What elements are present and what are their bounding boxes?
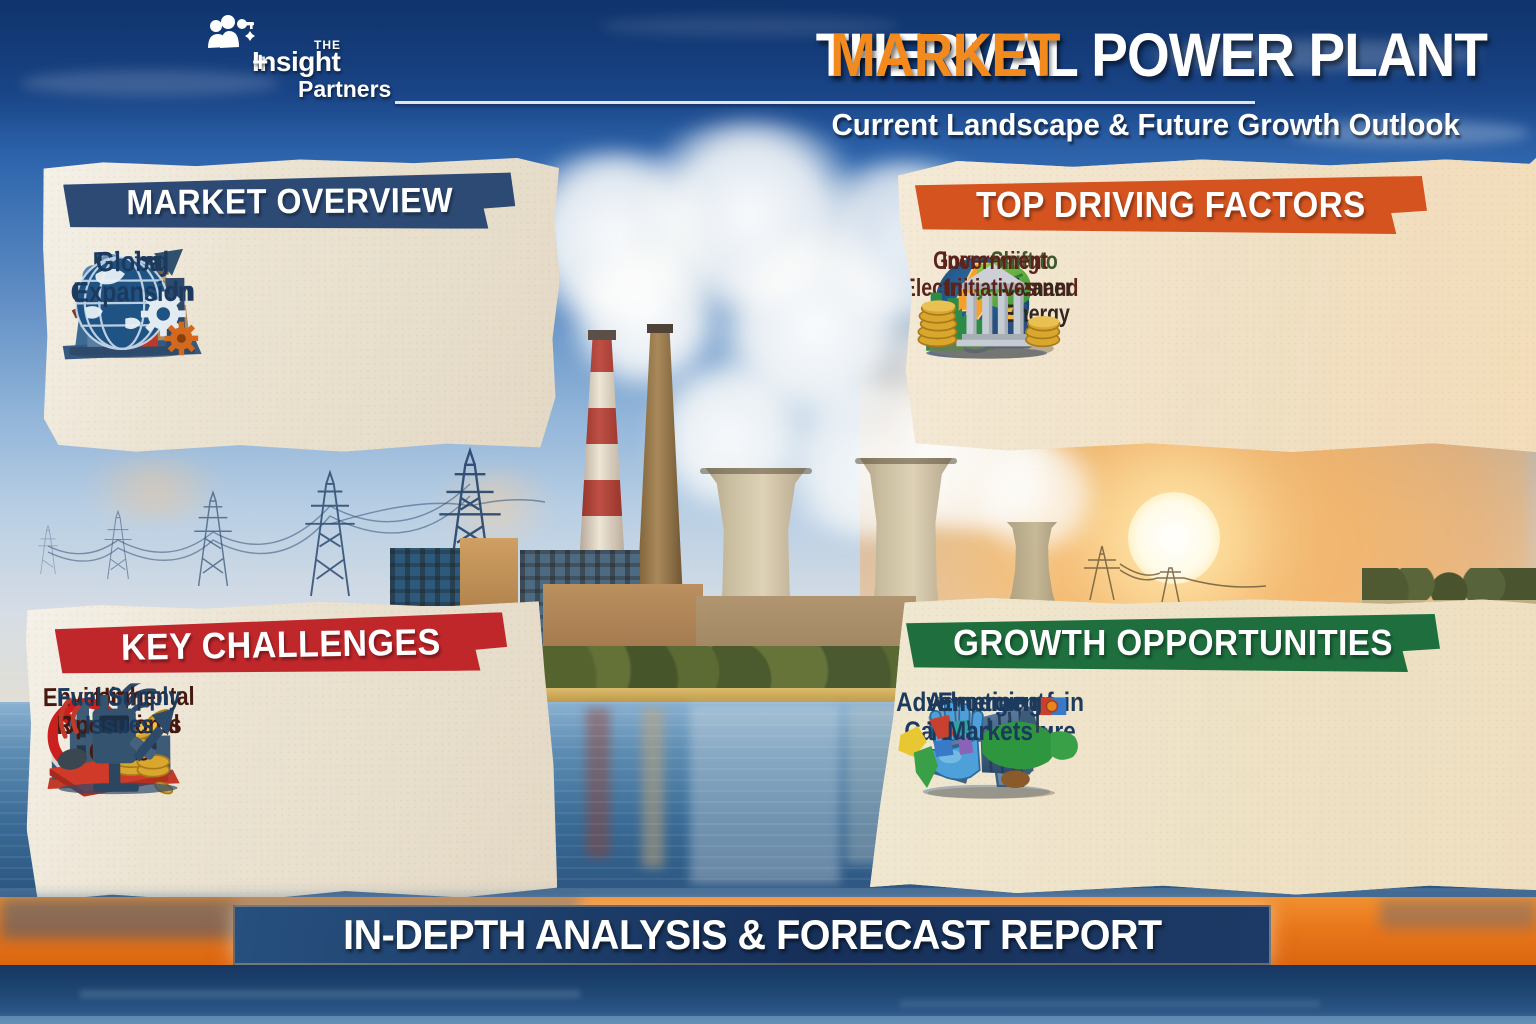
item-fuel-supply-issues: Fuel Supply Issues — [33, 679, 203, 680]
transmission-towers — [38, 446, 545, 605]
panel-title: MARKET OVERVIEW — [125, 180, 453, 223]
footer-stripe-water-blotch — [1380, 899, 1536, 929]
title-main: THERMAL POWER PLANT — [815, 21, 1488, 89]
distant-pylons — [1084, 545, 1266, 603]
market-overview-banner: MARKET OVERVIEW — [63, 173, 515, 232]
cloud — [1290, 120, 1530, 146]
industrial-building — [390, 548, 462, 606]
chimney-cap — [647, 324, 673, 333]
water-reflection — [586, 708, 610, 858]
fuel-pump-icon — [43, 683, 196, 798]
water-reflection — [642, 708, 664, 868]
sun — [1128, 492, 1220, 584]
cloud — [20, 70, 280, 96]
growth-opportunities-banner: GROWTH OPPORTUNITIES — [906, 614, 1440, 672]
brand-logo: THE Insight + Partners — [200, 12, 410, 116]
water-reflection — [690, 704, 840, 884]
panel-title: KEY CHALLENGES — [120, 621, 442, 668]
top-driving-factors-banner: TOP DRIVING FACTORS — [915, 176, 1427, 234]
shoreline — [510, 688, 920, 706]
panel-title: TOP DRIVING FACTORS — [976, 184, 1366, 225]
item-label: Government Initiatives — [932, 247, 1048, 302]
item-label: Global Expansion — [73, 245, 193, 308]
panel-market-overview: MARKET OVERVIEW Energy Generation — [41, 156, 561, 454]
panel-title: GROWTH OPPORTUNITIES — [953, 622, 1393, 663]
cooling-tower-rim — [855, 458, 957, 464]
distant-tree-line — [1362, 568, 1536, 606]
brand-partners: Partners — [298, 76, 392, 102]
item-label: Emerging Markets — [937, 687, 1043, 746]
bank-coins-icon — [917, 263, 1061, 359]
world-map-icon — [898, 697, 1079, 788]
insight-partners-logo-icon — [208, 15, 255, 48]
globe-gears-icon — [58, 249, 209, 362]
bottom-edge — [0, 1016, 1536, 1024]
item-global-expansion: Global Expansion — [50, 243, 216, 244]
water-highlight — [80, 990, 580, 998]
industrial-building — [460, 538, 518, 606]
cloud — [600, 16, 900, 36]
water-highlight — [900, 1000, 1320, 1007]
report-banner: IN-DEPTH ANALYSIS & FORECAST REPORT — [233, 905, 1271, 965]
page-title: THERMAL POWER PLANT MARKET — [378, 20, 1488, 96]
key-challenges-banner: KEY CHALLENGES — [55, 612, 508, 678]
bottom-water — [0, 965, 1536, 1024]
chimney-cap — [588, 330, 616, 340]
panel-top-driving-factors: TOP DRIVING FACTORS Increasing Electrici… — [898, 158, 1536, 452]
cloud — [1150, 40, 1480, 70]
warm-cloud — [420, 470, 570, 540]
title-accent: MARKET — [830, 21, 1060, 89]
item-label: Fuel Supply Issues — [56, 680, 181, 740]
panel-key-challenges: KEY CHALLENGES — [25, 600, 558, 905]
report-banner-label: IN-DEPTH ANALYSIS & FORECAST REPORT — [342, 911, 1162, 958]
warm-cloud — [60, 460, 250, 520]
brand-the: THE — [314, 38, 341, 52]
cooling-tower-rim — [700, 468, 812, 474]
title-divider — [395, 101, 1255, 104]
panel-growth-opportunities: GROWTH OPPORTUNITIES — [870, 598, 1536, 895]
